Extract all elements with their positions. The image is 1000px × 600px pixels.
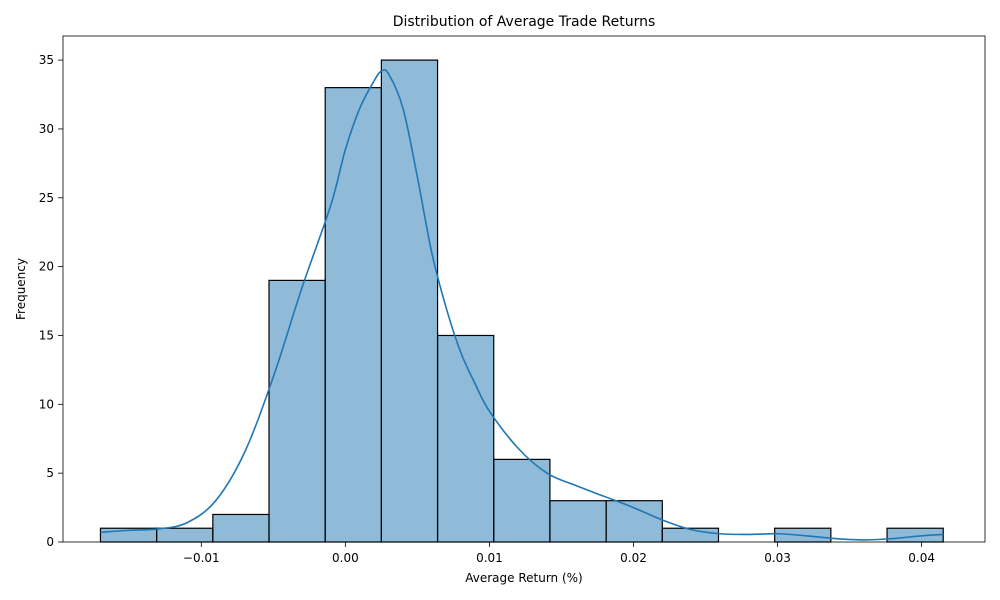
y-tick-label: 10 [39, 397, 54, 411]
y-tick-label: 30 [39, 122, 54, 136]
chart-title: Distribution of Average Trade Returns [393, 14, 656, 30]
x-tick-label: −0.01 [183, 551, 220, 565]
x-tick-label: 0.00 [332, 551, 359, 565]
y-tick-label: 5 [46, 466, 54, 480]
x-axis-ticks: −0.01 0.00 0.01 0.02 0.03 0.04 [183, 542, 935, 565]
histogram-bar [380, 59, 439, 543]
x-tick-label: 0.02 [620, 551, 647, 565]
y-tick-label: 0 [46, 535, 54, 549]
x-axis-label: Average Return (%) [465, 571, 583, 585]
plot-frame [62, 35, 986, 543]
histogram-bar [268, 279, 326, 543]
kde-curve [100, 68, 944, 541]
y-tick-label: 20 [39, 260, 54, 274]
histogram-bar [661, 527, 720, 543]
x-tick-label: 0.04 [908, 551, 935, 565]
y-tick-label: 25 [39, 191, 54, 205]
y-axis-ticks: 0 5 10 15 20 25 30 35 [39, 53, 63, 549]
histogram-bar [156, 527, 214, 543]
histogram-bar [436, 334, 495, 543]
x-tick-label: 0.01 [476, 551, 503, 565]
histogram-bar [212, 513, 270, 543]
histogram-bar [605, 500, 663, 543]
bars-group [99, 59, 944, 543]
y-tick-label: 35 [39, 53, 54, 67]
y-axis-label: Frequency [14, 258, 28, 320]
histogram-bar [549, 500, 607, 543]
histogram-bar [324, 87, 382, 543]
x-tick-label: 0.03 [764, 551, 791, 565]
y-tick-label: 15 [39, 328, 54, 342]
histogram-bar [493, 458, 551, 543]
